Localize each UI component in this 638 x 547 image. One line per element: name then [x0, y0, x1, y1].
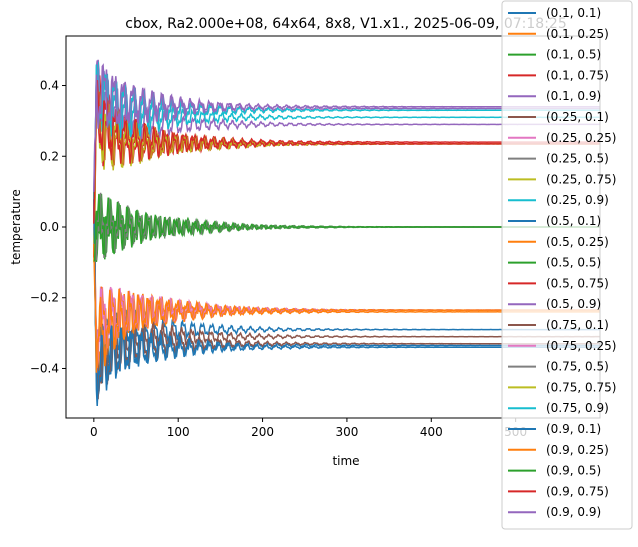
legend-entry: (0.9, 0.75): [546, 484, 609, 498]
legend-entry: (0.25, 0.1): [546, 110, 609, 124]
x-axis: 0100200300400500: [90, 418, 527, 439]
x-tick-label: 400: [420, 425, 443, 439]
x-tick-label: 300: [335, 425, 358, 439]
y-tick-label: −0.2: [30, 291, 59, 305]
legend-entry: (0.5, 0.9): [546, 297, 601, 311]
legend-entry: (0.25, 0.9): [546, 193, 609, 207]
legend: (0.1, 0.1) (0.1, 0.25) (0.1, 0.5) (0.1, 0.7…: [501, 0, 633, 530]
legend-entry: (0.1, 0.9): [546, 89, 601, 103]
legend-entry: (0.5, 0.1): [546, 214, 601, 228]
chart-title: cbox, Ra2.000e+08, 64x64, 8x8, V1.x1., 2…: [125, 16, 566, 32]
legend-entry: (0.9, 0.1): [546, 422, 601, 436]
legend-entry: (0.1, 0.5): [546, 48, 601, 62]
y-tick-label: 0.0: [40, 220, 59, 234]
legend-entry: (0.9, 0.9): [546, 505, 601, 519]
x-tick-label: 200: [251, 425, 274, 439]
x-tick-label: 0: [90, 425, 98, 439]
legend-entry: (0.75, 0.75): [546, 380, 616, 394]
legend-entry: (0.75, 0.9): [546, 401, 609, 415]
y-tick-label: 0.2: [40, 149, 59, 163]
y-tick-label: 0.4: [40, 79, 59, 93]
legend-entry: (0.75, 0.25): [546, 339, 616, 353]
legend-entry: (0.75, 0.5): [546, 360, 609, 374]
legend-entry: (0.1, 0.1): [546, 6, 601, 20]
legend-entry: (0.9, 0.5): [546, 464, 601, 478]
legend-entry: (0.25, 0.75): [546, 172, 616, 186]
legend-entry: (0.9, 0.25): [546, 443, 609, 457]
x-tick-label: 100: [167, 425, 190, 439]
legend-entry: (0.75, 0.1): [546, 318, 609, 332]
legend-entry: (0.25, 0.5): [546, 152, 609, 166]
y-tick-label: −0.4: [30, 361, 59, 375]
legend-box: [501, 0, 633, 530]
x-axis-label: time: [332, 454, 359, 468]
legend-entry: (0.5, 0.5): [546, 256, 601, 270]
legend-entry: (0.5, 0.75): [546, 276, 609, 290]
y-axis: −0.4 −0.2 0.0 0.2 0.4: [30, 79, 66, 375]
legend-entry: (0.1, 0.25): [546, 27, 609, 41]
legend-entry: (0.25, 0.25): [546, 131, 616, 145]
legend-entry: (0.1, 0.75): [546, 68, 609, 82]
y-axis-label: temperature: [9, 189, 23, 264]
legend-entry: (0.5, 0.25): [546, 235, 609, 249]
